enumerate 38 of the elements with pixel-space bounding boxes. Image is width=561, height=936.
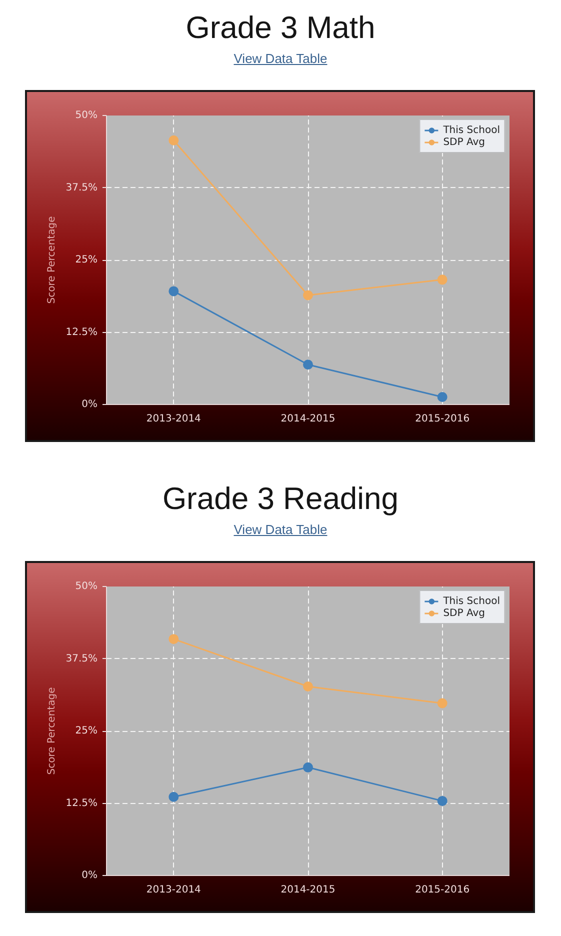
point xyxy=(168,286,179,296)
point xyxy=(303,682,313,692)
legend-label: SDP Avg xyxy=(443,136,485,148)
y-tick-label: 0% xyxy=(82,870,98,881)
x-tick-label: 2015-2016 xyxy=(415,884,470,896)
x-tick-label: 2013-2014 xyxy=(146,414,201,424)
point xyxy=(168,135,179,146)
y-tick-label: 12.5% xyxy=(66,326,98,338)
point xyxy=(437,392,448,402)
y-tick-label: 50% xyxy=(75,581,98,592)
point xyxy=(303,290,313,300)
y-tick-label: 12.5% xyxy=(66,798,98,809)
point xyxy=(437,796,448,806)
chart-title: Grade 3 Math xyxy=(184,9,376,46)
point xyxy=(303,360,313,370)
y-tick-label: 25% xyxy=(75,726,98,736)
x-tick-label: 2014-2015 xyxy=(280,414,336,424)
y-tick-label: 37.5% xyxy=(66,653,98,664)
point xyxy=(437,698,448,708)
y-tick-label: 0% xyxy=(82,399,98,410)
chart-subtitle: View Data Table xyxy=(234,51,328,66)
point xyxy=(437,274,448,285)
chart-title: Grade 3 Reading xyxy=(161,480,400,517)
x-tick-label: 2013-2014 xyxy=(146,884,201,896)
legend-label: This School xyxy=(443,124,500,136)
y-tick-label: 25% xyxy=(75,254,98,266)
x-tick-label: 2014-2015 xyxy=(280,884,336,896)
y-tick-label: 50% xyxy=(75,110,98,121)
y-axis-title: Score Percentage xyxy=(46,216,58,304)
point xyxy=(303,762,313,772)
point xyxy=(168,792,179,802)
legend-label: SDP Avg xyxy=(443,607,485,619)
point xyxy=(168,634,179,644)
y-tick-label: 37.5% xyxy=(66,182,98,194)
chart-subtitle: View Data Table xyxy=(234,522,328,537)
x-tick-label: 2015-2016 xyxy=(415,414,470,424)
legend-label: This School xyxy=(443,595,500,607)
y-axis-title: Score Percentage xyxy=(46,687,58,775)
